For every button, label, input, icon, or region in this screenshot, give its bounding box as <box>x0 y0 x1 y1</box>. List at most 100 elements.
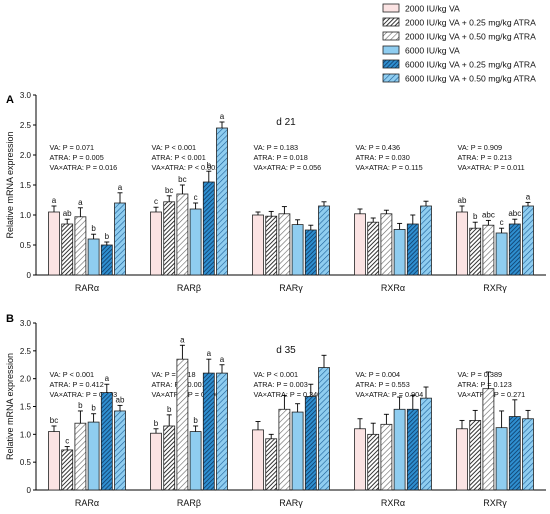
stats-line: VA: P = 0.389 <box>458 370 503 379</box>
stats-line: VA×ATRA: P = 0.003 <box>50 390 118 399</box>
bar <box>216 372 228 491</box>
x-category-label: RARβ <box>177 498 201 508</box>
bar <box>406 223 419 276</box>
stats-line: VA×ATRA: P = 0.340 <box>254 390 322 399</box>
bar <box>367 221 380 276</box>
bar <box>202 181 215 276</box>
panel-d21: Ad 21 Relative mRNA expression 0 0.5 1.0 1.5 2… <box>5 91 546 293</box>
bar <box>318 205 330 276</box>
stats-line: ATRA: P = 0.412 <box>50 380 104 389</box>
significance-letter: b <box>193 416 198 425</box>
significance-letter: a <box>207 349 212 358</box>
bar <box>469 420 482 491</box>
y-tick-label: 0.5 <box>20 241 32 250</box>
panel-title: d 21 <box>276 117 296 128</box>
bar <box>114 202 126 276</box>
stats-line: VA: P = 0.004 <box>356 370 401 379</box>
significance-letter: a <box>105 374 110 383</box>
x-category-label: RXRα <box>381 283 405 293</box>
significance-letter: c <box>154 197 158 206</box>
x-category-label: RARγ <box>279 498 303 508</box>
significance-letter: a <box>526 192 531 201</box>
bar <box>495 232 508 276</box>
legend-label-0: 2000 IU/kg VA <box>405 4 460 14</box>
x-category-label: RARγ <box>279 283 303 293</box>
significance-letter: a <box>220 355 225 364</box>
stats-line: ATRA: P = 0.213 <box>458 153 512 162</box>
bar <box>304 396 317 491</box>
stats-line: VA: P = 0.071 <box>50 143 95 152</box>
bar <box>304 229 317 276</box>
stats-line: ATRA: P = 0.030 <box>356 153 410 162</box>
significance-letter: c <box>65 437 69 446</box>
bar <box>114 410 126 491</box>
legend-swatch-3 <box>382 45 400 55</box>
significance-letter: ab <box>458 196 467 205</box>
legend-swatch-2 <box>382 31 400 41</box>
y-tick-label: 3.0 <box>20 319 32 328</box>
bar <box>522 418 534 491</box>
bar <box>291 411 304 491</box>
significance-letter: c <box>500 218 504 227</box>
y-tick-label: 1.0 <box>20 430 32 439</box>
bar <box>176 193 189 276</box>
y-tick-label: 0 <box>27 271 32 280</box>
stats-line: ATRA: P = 0.005 <box>50 153 104 162</box>
bar <box>61 223 74 276</box>
x-category-label: RXRα <box>381 498 405 508</box>
bar <box>522 205 534 276</box>
stats-line: VA: P < 0.001 <box>254 370 299 379</box>
bar <box>420 205 432 276</box>
significance-letter: b <box>91 404 96 413</box>
significance-letter: a <box>118 183 123 192</box>
significance-letter: a <box>52 196 57 205</box>
bar <box>87 421 100 491</box>
significance-letter: a <box>180 335 185 344</box>
stats-line: VA×ATRA: P = 0.011 <box>458 163 525 172</box>
significance-letter: abc <box>482 210 495 219</box>
panel-label: B <box>6 313 14 325</box>
stats-line: VA: P = 0.436 <box>356 143 401 152</box>
legend: 2000 IU/kg VA 2000 IU/kg VA + 0.25 mg/kg … <box>382 4 536 84</box>
y-tick-label: 2.5 <box>20 121 32 130</box>
bar <box>150 211 162 276</box>
legend-label-3: 6000 IU/kg VA <box>405 46 460 56</box>
legend-label-4: 6000 IU/kg VA + 0.25 mg/kg ATRA <box>405 60 536 70</box>
bar <box>367 433 380 491</box>
bar <box>380 423 393 491</box>
significance-letter: b <box>207 161 212 170</box>
stats-line: VA×ATRA: P = 0.016 <box>50 163 118 172</box>
stats-line: VA×ATRA: P < 0.001 <box>152 163 220 172</box>
y-tick-label: 0 <box>27 486 32 495</box>
bar <box>508 223 521 276</box>
bar <box>420 397 432 491</box>
bar <box>265 438 278 491</box>
legend-swatch-1 <box>382 17 400 27</box>
legend-label-2: 2000 IU/kg VA + 0.50 mg/kg ATRA <box>405 32 536 42</box>
bar <box>265 215 278 276</box>
bar <box>74 216 87 276</box>
bar <box>469 227 482 276</box>
y-axis-label: Relative mRNA expression <box>5 353 15 460</box>
bar <box>393 228 406 276</box>
stats-line: ATRA: P = 0.018 <box>254 153 308 162</box>
bar <box>87 238 100 276</box>
significance-letter: ab <box>63 209 72 218</box>
bar <box>100 392 113 491</box>
bar <box>495 427 508 491</box>
stats-line: VA: P = 0.118 <box>152 370 196 379</box>
bar <box>216 127 228 276</box>
significance-letter: b <box>105 232 110 241</box>
stats-line: VA×ATRA: P = 0.056 <box>254 163 322 172</box>
y-tick-label: 0.5 <box>20 458 32 467</box>
y-tick-label: 3.0 <box>20 91 32 100</box>
y-tick-label: 1.0 <box>20 211 32 220</box>
legend-label-1: 2000 IU/kg VA + 0.25 mg/kg ATRA <box>405 18 536 28</box>
significance-letter: c <box>194 193 198 202</box>
stats-line: ATRA: P = 0.123 <box>458 380 512 389</box>
legend-swatch-5 <box>382 73 400 83</box>
bar <box>380 213 393 276</box>
bar <box>406 408 419 491</box>
x-category-label: RARα <box>75 283 99 293</box>
